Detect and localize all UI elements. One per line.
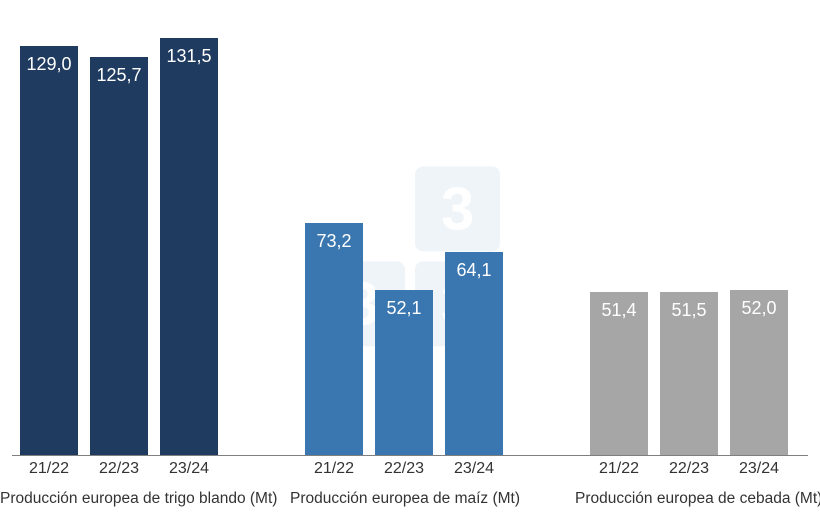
- bar-value-label: 73,2: [305, 231, 363, 252]
- bar-value-label: 64,1: [445, 260, 503, 281]
- x-tick-label: 23/24: [445, 460, 503, 478]
- bar: 52,1: [375, 290, 433, 455]
- x-axis-line: [12, 455, 808, 456]
- bar-value-label: 52,0: [730, 298, 788, 319]
- bar: 51,5: [660, 292, 718, 455]
- bar-value-label: 52,1: [375, 298, 433, 319]
- bar-value-label: 51,4: [590, 300, 648, 321]
- x-labels-trigo: 21/22 22/23 23/24: [20, 460, 218, 478]
- x-labels-maiz: 21/22 22/23 23/24: [305, 460, 503, 478]
- chart: 129,0125,7131,573,252,164,151,451,552,0 …: [0, 0, 820, 519]
- bar: 73,2: [305, 223, 363, 455]
- x-tick-label: 21/22: [590, 460, 648, 478]
- bar-value-label: 129,0: [20, 54, 78, 75]
- x-tick-label: 21/22: [20, 460, 78, 478]
- plot-area: 129,0 125,7 131,5 73,2 52,1 64,1 51,4 51,5 52,0: [0, 10, 820, 455]
- bar: 64,1: [445, 252, 503, 455]
- bar: 129,0: [20, 46, 78, 455]
- x-tick-label: 23/24: [160, 460, 218, 478]
- bar-value-label: 51,5: [660, 300, 718, 321]
- x-tick-label: 22/23: [375, 460, 433, 478]
- x-tick-label: 21/22: [305, 460, 363, 478]
- bar-group-cebada: 51,4 51,5 52,0: [590, 290, 788, 455]
- bar: 125,7: [90, 57, 148, 455]
- x-tick-label: 23/24: [730, 460, 788, 478]
- bar-group-trigo: 129,0 125,7 131,5: [20, 38, 218, 455]
- bar-value-label: 131,5: [160, 46, 218, 67]
- group-title-cebada: Producción europea de cebada (Mt): [575, 490, 820, 508]
- x-tick-label: 22/23: [660, 460, 718, 478]
- x-tick-label: 22/23: [90, 460, 148, 478]
- group-title-trigo: Producción europea de trigo blando (Mt): [0, 490, 277, 508]
- x-labels-cebada: 21/22 22/23 23/24: [590, 460, 788, 478]
- bar-group-maiz: 73,2 52,1 64,1: [305, 223, 503, 455]
- bar-value-label: 125,7: [90, 65, 148, 86]
- bar: 131,5: [160, 38, 218, 455]
- bar: 51,4: [590, 292, 648, 455]
- bar: 52,0: [730, 290, 788, 455]
- group-title-maiz: Producción europea de maíz (Mt): [290, 490, 520, 508]
